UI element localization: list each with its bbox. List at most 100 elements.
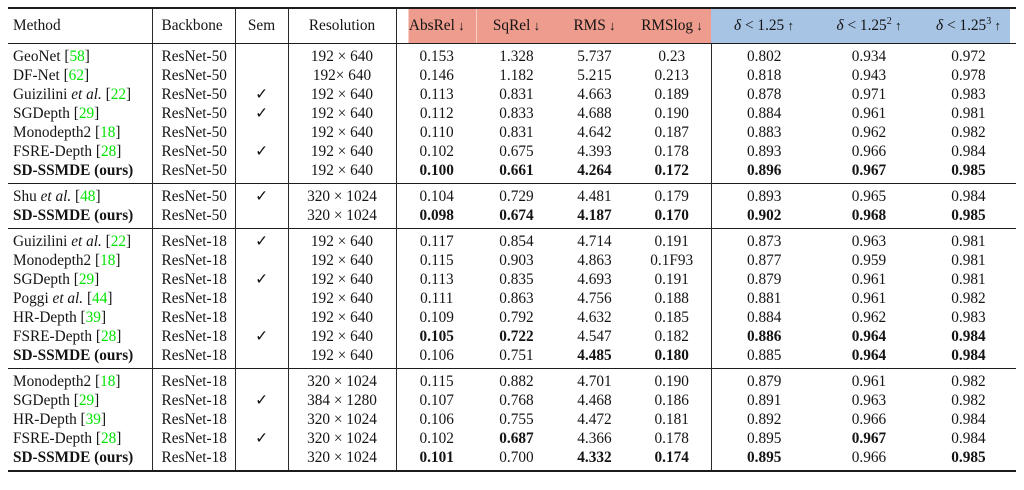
- checkmark-icon: ✓: [255, 392, 268, 409]
- sem-cell: ✓: [235, 104, 289, 123]
- metric-cell-rms: 4.642: [577, 123, 612, 141]
- backbone-cell: ResNet-50: [152, 123, 236, 142]
- metric-cell-d1: 0.886: [747, 327, 782, 345]
- method-name: FSRE-Depth: [13, 327, 93, 345]
- citation-link[interactable]: 29: [78, 391, 95, 409]
- metric-cell-d2: 0.964: [851, 346, 887, 364]
- citation-link[interactable]: 29: [78, 104, 95, 122]
- citation-link[interactable]: 39: [85, 410, 101, 428]
- metric-cell-d3: 0.984: [951, 410, 986, 428]
- citation-link[interactable]: 28: [100, 429, 117, 447]
- resolution-cell: 320 × 1024: [288, 429, 397, 448]
- checkmark-icon: ✓: [255, 188, 268, 205]
- metric-cell-d2: 0.934: [817, 43, 921, 66]
- table-row: HR-Depth [39] ResNet-18 192 × 640 0.109 0.79…: [8, 308, 1016, 327]
- table-row: SD-SSMDE (ours) ResNet-18 320 × 1024 0.101 0…: [8, 448, 1016, 471]
- method-name: Guizilini et al.: [13, 85, 102, 103]
- column-header-rms: RMS ↓: [556, 8, 633, 44]
- metric-cell-rms: 4.366: [577, 429, 612, 447]
- method-cell: HR-Depth [39]: [8, 410, 153, 429]
- backbone-cell: ResNet-18: [152, 228, 236, 251]
- sem-cell: [235, 251, 289, 270]
- column-header-method: Method: [8, 8, 153, 44]
- metric-cell-rmslog: 0.213: [633, 66, 712, 85]
- citation-link[interactable]: 39: [85, 308, 101, 326]
- metric-cell-rms: 4.481: [556, 183, 633, 206]
- method-name: SGDepth: [13, 270, 70, 288]
- metric-cell-d1: 0.885: [747, 346, 782, 364]
- metric-cell-sqrel: 0.674: [499, 206, 534, 224]
- sem-cell: ✓: [235, 270, 289, 289]
- metric-cell-absrel: 0.113: [419, 85, 454, 103]
- metric-cell-d3: 0.984: [951, 346, 986, 364]
- method-name: SD-SSMDE (ours): [13, 448, 134, 466]
- resolution-cell: 192 × 640: [288, 142, 397, 161]
- method-cell: Monodepth2 [18]: [8, 251, 153, 270]
- metric-cell-absrel: 0.104: [396, 183, 477, 206]
- resolution-cell: 192 × 640: [288, 251, 397, 270]
- resolution-cell: 384 × 1280: [288, 391, 397, 410]
- backbone-cell: ResNet-50: [152, 206, 236, 229]
- table-row: SGDepth [29] ResNet-18 ✓ 192 × 640 0.113 0.83…: [8, 270, 1016, 289]
- column-header-resolution: Resolution: [288, 8, 397, 44]
- backbone-cell: ResNet-18: [152, 368, 236, 391]
- citation-link[interactable]: 22: [110, 232, 127, 250]
- table-row: FSRE-Depth [28] ResNet-18 ✓ 192 × 640 0.105 0…: [8, 327, 1016, 346]
- method-cell: SD-SSMDE (ours): [8, 206, 153, 229]
- table-row: Guizilini et al. [22] ResNet-50 ✓ 192 × 640…: [8, 85, 1016, 104]
- citation-link[interactable]: 62: [68, 66, 84, 84]
- metric-cell-absrel: 0.106: [419, 410, 454, 428]
- citation-link[interactable]: 58: [69, 47, 85, 65]
- column-header-sem: Sem: [235, 8, 289, 44]
- citation-link[interactable]: 44: [92, 289, 108, 307]
- metric-cell-d3: 0.982: [921, 368, 1016, 391]
- sem-cell: [235, 43, 289, 66]
- citation-link[interactable]: 22: [110, 85, 127, 103]
- metric-cell-d2: 0.966: [851, 142, 887, 160]
- method-cell: SGDepth [29]: [8, 270, 153, 289]
- metric-cell-d1: 0.891: [747, 391, 782, 409]
- citation-link[interactable]: 28: [100, 327, 117, 345]
- backbone-cell: ResNet-50: [152, 66, 236, 85]
- metric-cell-d2: 0.961: [851, 104, 887, 122]
- table-section-3: Guizilini et al. [22] ResNet-18 ✓ 192 × 640…: [8, 228, 1016, 369]
- column-header-d3: δ < 1.253 ↑: [921, 8, 1016, 44]
- citation-link[interactable]: 28: [100, 142, 117, 160]
- citation-link[interactable]: 18: [100, 372, 116, 390]
- metric-cell-rmslog: 0.1F93: [633, 251, 712, 270]
- metric-cell-d1: 0.879: [711, 368, 817, 391]
- backbone-cell: ResNet-18: [152, 289, 236, 308]
- metric-cell-rmslog: 0.188: [633, 289, 712, 308]
- metric-cell-d1: 0.895: [747, 429, 782, 447]
- column-header-d2: δ < 1.252 ↑: [817, 8, 921, 44]
- metric-cell-d1: 0.881: [747, 289, 782, 307]
- metric-cell-d1: 0.884: [747, 104, 782, 122]
- table-row: SD-SSMDE (ours) ResNet-50 320 × 1024 0.098 0…: [8, 206, 1016, 229]
- backbone-cell: ResNet-18: [152, 346, 236, 369]
- metric-cell-d2: 0.967: [851, 429, 887, 447]
- citation-link[interactable]: 18: [100, 123, 116, 141]
- method-name: Monodepth2: [13, 372, 92, 390]
- citation-link[interactable]: 18: [100, 251, 116, 269]
- table-row: FSRE-Depth [28] ResNet-50 ✓ 192 × 640 0.102 0…: [8, 142, 1016, 161]
- metric-cell-sqrel: 0.833: [499, 104, 534, 122]
- method-cell: HR-Depth [39]: [8, 308, 153, 327]
- metric-cell-rms: 4.485: [577, 346, 612, 364]
- metric-cell-d3: 0.985: [951, 448, 986, 466]
- sem-cell: [235, 308, 289, 327]
- method-cell: Poggi et al. [44]: [8, 289, 153, 308]
- citation-link[interactable]: 29: [78, 270, 95, 288]
- metric-cell-rms: 4.688: [577, 104, 612, 122]
- metric-cell-d2: 0.966: [851, 448, 887, 466]
- metric-cell-sqrel: 0.854: [477, 228, 556, 251]
- citation-link[interactable]: 48: [80, 187, 96, 205]
- method-name: SGDepth: [13, 104, 70, 122]
- metric-cell-d1: 0.896: [747, 161, 782, 179]
- sem-cell: [235, 346, 289, 369]
- metric-cell-rms: 4.701: [556, 368, 633, 391]
- metric-cell-d3: 0.984: [951, 142, 986, 160]
- metric-cell-d2: 0.959: [851, 251, 887, 269]
- metric-cell-absrel: 0.106: [419, 346, 454, 364]
- metric-cell-d3: 0.981: [951, 251, 986, 269]
- table-row: SD-SSMDE (ours) ResNet-18 192 × 640 0.106 0.…: [8, 346, 1016, 369]
